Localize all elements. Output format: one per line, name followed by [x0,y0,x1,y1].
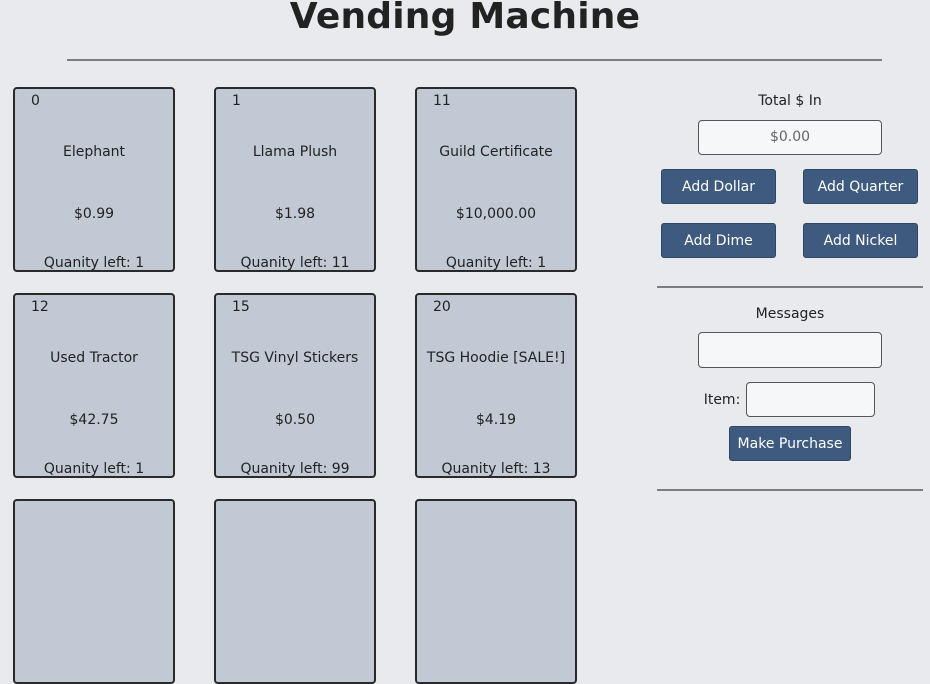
add-nickel-button[interactable]: Add Nickel [803,223,918,258]
add-dollar-button[interactable]: Add Dollar [661,169,776,204]
item-price: $0.50 [274,412,316,428]
item-number: 11 [433,93,451,109]
item-input[interactable] [746,382,875,417]
item-quantity: Quanity left: 1 [43,255,145,271]
make-purchase-button[interactable]: Make Purchase [729,426,851,461]
item-card[interactable]: 1 Llama Plush $1.98 Quanity left: 11 [214,87,376,272]
title-divider [67,59,882,61]
item-card[interactable] [214,499,376,684]
item-quantity: Quanity left: 1 [43,461,145,477]
add-quarter-button[interactable]: Add Quarter [803,169,918,204]
item-name: TSG Vinyl Stickers [231,350,359,366]
item-quantity: Quanity left: 11 [240,255,350,271]
section-divider [657,286,923,288]
item-price: $1.98 [274,206,316,222]
item-card[interactable]: 12 Used Tractor $42.75 Quanity left: 1 [13,293,175,478]
total-in-field[interactable]: $0.00 [698,120,882,155]
item-number: 20 [433,299,451,315]
item-name: Elephant [62,144,126,160]
item-card[interactable]: 11 Guild Certificate $10,000.00 Quanity … [415,87,577,272]
item-card[interactable]: 15 TSG Vinyl Stickers $0.50 Quanity left… [214,293,376,478]
item-name: Llama Plush [252,144,338,160]
add-dime-button[interactable]: Add Dime [661,223,776,258]
item-number: 12 [31,299,49,315]
item-price: $4.19 [475,412,517,428]
total-in-label: Total $ In [758,93,822,109]
item-quantity: Quanity left: 13 [441,461,551,477]
messages-label: Messages [755,306,825,322]
item-name: Guild Certificate [439,144,553,160]
page-title: Vending Machine [289,0,641,37]
item-quantity: Quanity left: 1 [445,255,547,271]
item-number: 1 [232,93,241,109]
item-quantity: Quanity left: 99 [240,461,350,477]
item-card[interactable]: 20 TSG Hoodie [SALE!] $4.19 Quanity left… [415,293,577,478]
item-card[interactable]: 0 Elephant $0.99 Quanity left: 1 [13,87,175,272]
item-name: TSG Hoodie [SALE!] [426,350,566,366]
item-label: Item: [703,392,741,408]
item-price: $0.99 [73,206,115,222]
item-price: $10,000.00 [455,206,537,222]
item-card[interactable] [415,499,577,684]
item-number: 0 [31,93,40,109]
item-card[interactable] [13,499,175,684]
messages-field[interactable] [698,332,882,368]
item-price: $42.75 [69,412,119,428]
section-divider [657,489,923,491]
item-name: Used Tractor [50,350,138,366]
item-number: 15 [232,299,250,315]
